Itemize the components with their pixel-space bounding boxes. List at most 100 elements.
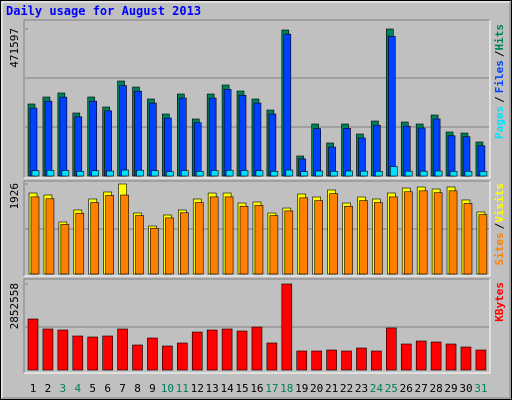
- bar: [255, 170, 264, 177]
- bar: [417, 127, 426, 177]
- x-tick-label: 8: [134, 382, 141, 395]
- bar: [240, 170, 249, 177]
- bar: [120, 194, 129, 275]
- chart-title: Daily usage for August 2013: [6, 4, 201, 18]
- bar: [180, 212, 189, 275]
- legend-entry: Files: [493, 60, 506, 93]
- bar: [268, 113, 277, 177]
- bar: [415, 340, 427, 371]
- bar: [181, 170, 189, 177]
- bar: [329, 193, 338, 275]
- legend-separator: /: [493, 96, 506, 103]
- panel-bevel: [23, 19, 490, 178]
- x-tick-label: 28: [429, 382, 442, 395]
- bar: [253, 102, 262, 177]
- bar: [390, 166, 398, 177]
- bar: [29, 107, 38, 177]
- bar: [266, 342, 278, 371]
- bar: [72, 335, 84, 371]
- bar: [315, 170, 323, 177]
- legend-separator: /: [493, 50, 506, 57]
- bar: [151, 170, 159, 177]
- bar: [330, 171, 338, 177]
- legend-separator: /: [493, 222, 506, 229]
- bar: [236, 330, 248, 371]
- bar: [283, 33, 292, 177]
- bar: [87, 336, 99, 371]
- bar: [162, 345, 173, 371]
- bar: [434, 170, 443, 177]
- bar: [447, 135, 456, 177]
- bar: [179, 97, 187, 177]
- bar: [285, 169, 294, 177]
- x-tick-label: 29: [444, 382, 457, 395]
- bar: [209, 196, 219, 275]
- legend: Pages/Files/Hits: [493, 24, 506, 139]
- bar: [31, 170, 40, 177]
- bar: [224, 196, 234, 275]
- bar: [300, 171, 309, 177]
- x-tick-label: 11: [176, 382, 189, 395]
- bar: [463, 203, 473, 275]
- bar: [164, 117, 172, 177]
- x-tick-label: 21: [325, 382, 338, 395]
- panel-bevel: [24, 181, 491, 277]
- bar: [42, 328, 54, 371]
- bar: [61, 170, 70, 177]
- x-tick-label: 9: [149, 382, 156, 395]
- bar: [418, 190, 428, 275]
- bar: [374, 202, 383, 275]
- legend-entry: Hits: [493, 24, 506, 51]
- bar: [400, 343, 412, 371]
- x-tick-label: 17: [265, 382, 278, 395]
- bar: [299, 197, 309, 275]
- legend: KBytes: [493, 282, 506, 322]
- x-tick-label: 18: [280, 382, 293, 395]
- x-tick-label: 7: [119, 382, 126, 395]
- bar: [150, 227, 159, 275]
- x-tick-label: 22: [340, 382, 353, 395]
- x-tick-label: 24: [370, 382, 384, 395]
- bar: [221, 328, 233, 371]
- bar: [225, 170, 234, 177]
- bar: [57, 329, 69, 371]
- x-tick-label: 6: [104, 382, 111, 395]
- legend-entry: Visits: [493, 183, 506, 223]
- bar: [136, 169, 144, 177]
- bar: [194, 202, 204, 275]
- bar: [449, 171, 458, 177]
- bar: [27, 318, 39, 371]
- x-tick-label: 26: [400, 382, 413, 395]
- panel-bevel: [24, 279, 491, 374]
- bar: [59, 96, 68, 177]
- bar: [404, 170, 413, 177]
- bar: [311, 350, 322, 371]
- panel-bevel: [23, 278, 490, 373]
- y-tick-label: 471597: [8, 28, 21, 68]
- bar: [403, 191, 413, 275]
- bar: [105, 195, 114, 275]
- x-tick-label: 25: [385, 382, 398, 395]
- bar: [74, 116, 83, 177]
- bar: [345, 170, 353, 177]
- bar: [296, 350, 308, 371]
- panel-bevel: [24, 20, 491, 179]
- bar: [147, 337, 158, 371]
- bar: [223, 89, 232, 177]
- bar: [448, 190, 458, 275]
- bar: [135, 215, 144, 275]
- x-tick-label: 12: [191, 382, 204, 395]
- bar: [344, 205, 353, 275]
- x-tick-label: 20: [310, 382, 323, 395]
- bar: [90, 202, 100, 275]
- y-tick-label: 1926: [8, 183, 21, 210]
- bar: [359, 200, 368, 275]
- bar: [165, 217, 174, 275]
- x-tick-label: 10: [161, 382, 174, 395]
- bar: [76, 171, 85, 177]
- panel-bevel: [23, 180, 490, 276]
- bar: [402, 125, 411, 177]
- bar: [75, 212, 85, 275]
